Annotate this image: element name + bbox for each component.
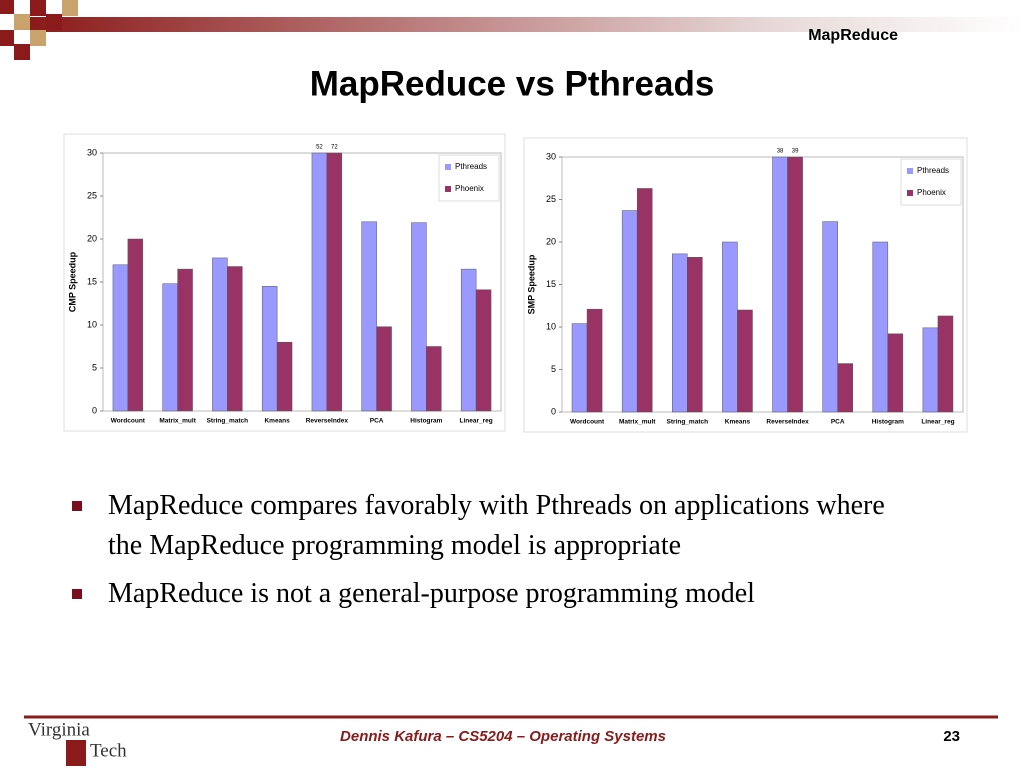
bar [872, 241, 889, 413]
data-label: 52 [316, 145, 323, 151]
x-tick-label: ReverseIndex [306, 418, 349, 425]
bar [361, 221, 377, 412]
x-tick-label: Histogram [410, 418, 442, 425]
x-tick-label: PCA [831, 419, 845, 426]
bar [621, 210, 638, 413]
legend-swatch [907, 190, 913, 196]
bar [212, 257, 228, 412]
bar [922, 327, 939, 413]
slide-title: MapReduce vs Pthreads [310, 64, 715, 103]
bar [460, 268, 477, 412]
y-tick-label: 30 [87, 147, 97, 157]
header-band [30, 17, 1024, 32]
bar [326, 152, 343, 412]
bar [376, 326, 392, 412]
bar [687, 257, 703, 413]
x-tick-label: String_match [667, 419, 709, 426]
logo-text: Tech [90, 740, 127, 761]
bar [261, 286, 278, 412]
bar [822, 221, 838, 413]
bar [177, 268, 193, 412]
y-tick-label: 25 [546, 194, 556, 204]
bar [227, 266, 243, 412]
bar [276, 341, 293, 412]
legend-label: Phoenix [455, 184, 484, 193]
bar [571, 323, 588, 413]
x-tick-label: String_match [207, 418, 249, 425]
y-tick-label: 20 [87, 233, 97, 243]
x-tick-label: Histogram [872, 419, 904, 426]
y-axis-label: CMP Speedup [67, 251, 77, 312]
bar [411, 222, 427, 412]
legend-box [438, 154, 500, 202]
x-tick-label: ReverseIndex [766, 419, 809, 426]
y-tick-label: 10 [546, 321, 556, 331]
data-label: 39 [792, 149, 799, 155]
logo-mark [66, 740, 86, 766]
bullet: MapReduce compares favorably with Pthrea… [72, 486, 908, 566]
legend-swatch [907, 168, 913, 174]
bar [426, 346, 442, 412]
data-label: 72 [331, 145, 338, 151]
x-tick-label: Linear_reg [921, 419, 954, 426]
y-tick-label: 0 [92, 405, 97, 415]
bullet-list: MapReduce compares favorably with Pthrea… [72, 486, 912, 622]
y-tick-label: 30 [546, 151, 556, 161]
bar [311, 152, 328, 412]
page-number: 23 [943, 728, 960, 745]
bar [787, 156, 803, 413]
x-tick-label: Kmeans [725, 419, 751, 426]
y-tick-label: 5 [551, 364, 556, 374]
bar [127, 238, 144, 412]
bar [937, 315, 954, 413]
footer-text: Dennis Kafura – CS5204 – Operating Syste… [340, 728, 666, 745]
chart-frame [63, 133, 506, 432]
legend-swatch [445, 186, 451, 192]
bullet: MapReduce is not a general-purpose progr… [72, 574, 908, 614]
section-label: MapReduce [808, 27, 898, 44]
x-tick-label: PCA [370, 418, 384, 425]
x-tick-label: Wordcount [570, 419, 605, 426]
x-tick-label: Linear_reg [460, 418, 493, 425]
y-tick-label: 20 [546, 236, 556, 246]
bar [586, 308, 603, 413]
bar [112, 264, 129, 412]
legend-label: Pthreads [455, 162, 487, 171]
chart-frame [523, 137, 968, 433]
bar [772, 156, 788, 413]
bar [837, 363, 853, 413]
bar [162, 283, 178, 412]
y-tick-label: 5 [92, 362, 97, 372]
y-tick-label: 25 [87, 190, 97, 200]
y-axis-label: SMP Speedup [526, 254, 536, 314]
y-tick-label: 15 [87, 276, 97, 286]
x-tick-label: Wordcount [111, 418, 146, 425]
y-tick-label: 15 [546, 279, 556, 289]
data-label: 38 [777, 149, 784, 155]
logo-text: Virginia [28, 719, 90, 740]
legend-label: Pthreads [917, 166, 949, 175]
header-squares [0, 0, 78, 60]
bar [672, 253, 688, 413]
bar [475, 289, 492, 412]
x-tick-label: Matrix_mult [619, 419, 656, 426]
legend-box [900, 158, 962, 206]
x-tick-label: Kmeans [264, 418, 290, 425]
y-tick-label: 0 [551, 406, 556, 416]
legend-swatch [445, 164, 451, 170]
bar [887, 333, 904, 413]
x-tick-label: Matrix_mult [159, 418, 196, 425]
y-tick-label: 10 [87, 319, 97, 329]
bar [636, 188, 653, 413]
legend-label: Phoenix [917, 188, 946, 197]
bar [737, 309, 753, 413]
bar [722, 241, 738, 413]
